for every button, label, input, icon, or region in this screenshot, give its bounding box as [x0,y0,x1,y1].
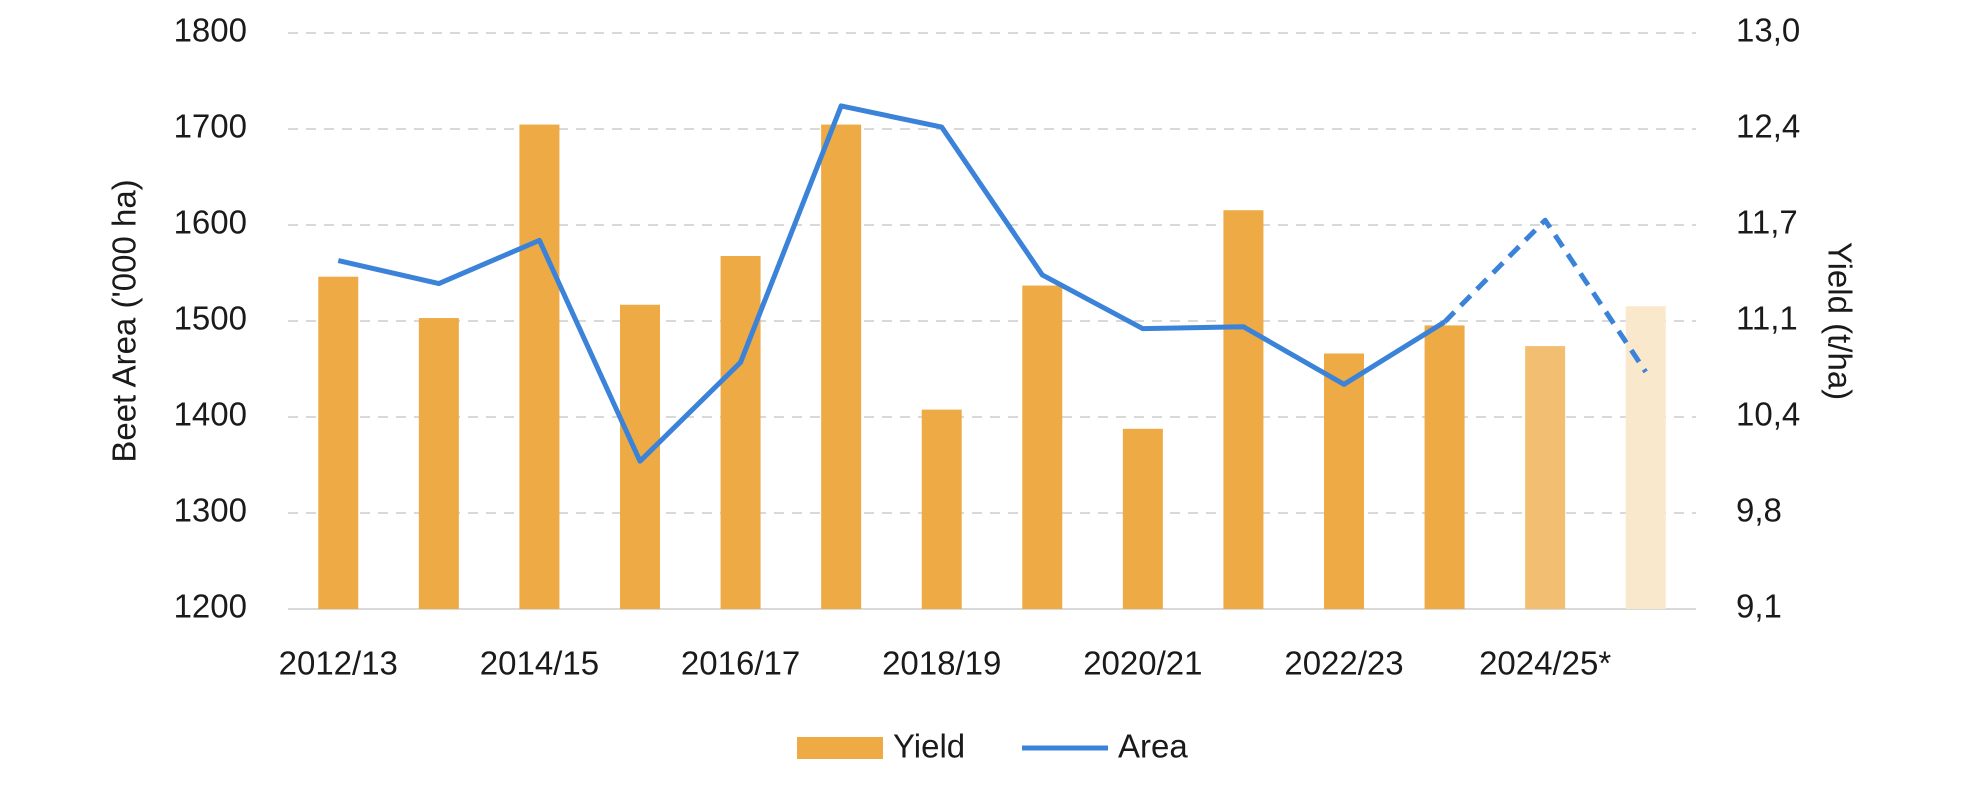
legend-label: Yield [893,728,965,765]
bar [1324,353,1364,609]
bar [821,124,862,610]
y-tick-label: 1400 [174,396,247,433]
bar [318,276,359,609]
x-tick-label: 2016/17 [681,645,800,682]
y-tick-label: 1800 [174,12,247,49]
bar [1122,428,1163,609]
legend-label: Area [1118,728,1188,765]
y2-tick-label: 11,7 [1736,204,1798,241]
x-tick-label: 2020/21 [1083,645,1202,682]
legend-swatch [797,737,883,759]
y-axis-title: Beet Area ('000 ha) [106,179,143,462]
x-tick-label: 2024/25* [1479,645,1611,682]
y2-axis-title: Yield (t/ha) [1821,242,1858,400]
bar [1424,325,1465,609]
y-tick-label: 1300 [174,492,247,529]
line [1442,217,1648,374]
y2-tick-label: 11,1 [1736,300,1798,337]
x-tick-label: 2018/19 [882,645,1001,682]
bar [519,124,560,610]
x-tick-label: 2014/15 [480,645,599,682]
y2-tick-label: 10,4 [1736,396,1800,433]
bar [921,409,962,609]
y2-tick-label: 13,0 [1736,12,1800,49]
x-tick-label: 2022/23 [1284,645,1403,682]
y-tick-label: 1700 [174,108,247,145]
y-tick-label: 1200 [174,588,247,625]
bar [1625,306,1666,609]
y2-tick-label: 12,4 [1736,108,1800,145]
bar [1022,285,1063,609]
bar [418,318,459,609]
y-tick-label: 1600 [174,204,247,241]
x-tick-label: 2012/13 [279,645,398,682]
y2-tick-label: 9,1 [1736,588,1782,625]
bar [720,256,761,609]
y2-tick-label: 9,8 [1736,492,1782,529]
y-tick-label: 1500 [174,300,247,337]
line [337,103,1446,464]
bar [1525,346,1566,609]
bar [1223,210,1264,609]
